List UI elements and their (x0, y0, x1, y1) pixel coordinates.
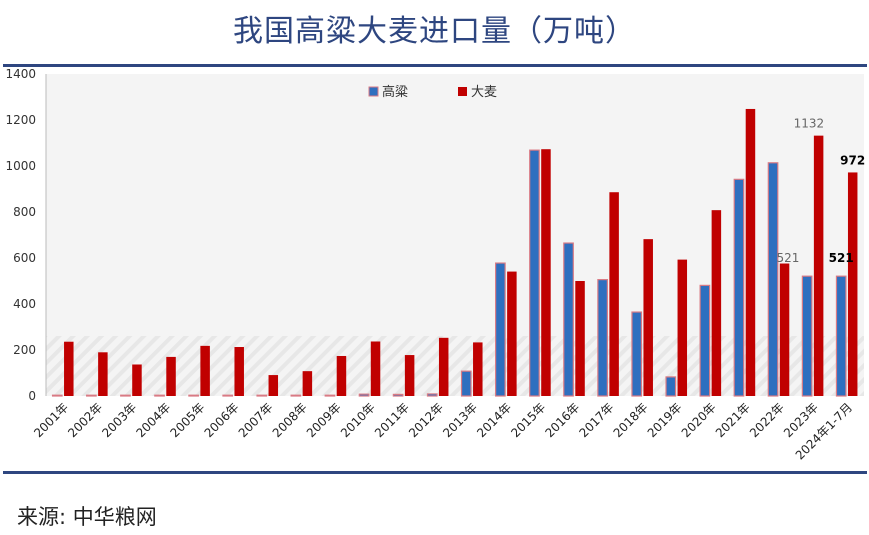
y-tick-label: 600 (13, 251, 36, 265)
bar-sorghum (460, 370, 472, 397)
bar-sorghum (699, 284, 711, 397)
bar-barley (643, 239, 653, 396)
x-tick-label: 2012年 (406, 400, 446, 440)
bar-barley (200, 345, 210, 396)
bar-barley (404, 355, 415, 396)
bar-sorghum (256, 394, 268, 397)
bar-barley (336, 355, 347, 396)
bar-barley (166, 356, 176, 396)
bar-barley (132, 364, 142, 396)
y-tick-label: 400 (13, 297, 36, 311)
bar-barley (779, 263, 790, 396)
y-tick-label: 1400 (5, 67, 36, 81)
legend-label-sorghum: 高粱 (382, 84, 408, 100)
x-tick-label: 2005年 (168, 400, 208, 440)
y-tick-label: 200 (13, 343, 36, 357)
x-tick-label: 2001年 (31, 400, 71, 440)
x-tick-label: 2014年 (474, 400, 514, 440)
bar-sorghum (563, 242, 574, 397)
bar-sorghum (767, 162, 779, 397)
x-tick-label: 2021年 (713, 400, 753, 440)
bar-sorghum (631, 311, 643, 397)
y-tick-label: 800 (13, 205, 36, 219)
bar-barley (609, 192, 619, 396)
legend-swatch-barley (458, 87, 467, 96)
bar-barley (98, 352, 108, 396)
bottom-border-line (3, 471, 867, 474)
bar-sorghum (801, 275, 813, 397)
bar-sorghum (154, 394, 165, 397)
x-tick-label: 2016年 (542, 400, 582, 440)
bar-barley (64, 341, 74, 396)
chart-container: 0 200 400 600 800 1000 1200 1400 2001年 2002年 2003… (3, 64, 867, 474)
y-tick-label: 0 (28, 389, 36, 403)
plot-shading-pattern (46, 336, 864, 396)
bar-sorghum (665, 376, 677, 397)
x-tick-label: 2006年 (202, 400, 242, 440)
x-tick-label: 2022年 (747, 400, 787, 440)
bar-barley (813, 135, 824, 396)
bar-sorghum (495, 262, 506, 397)
bar-barley (745, 108, 756, 397)
bar-sorghum (290, 394, 302, 397)
x-tick-label: 2015年 (508, 400, 548, 440)
x-tick-label: 2002年 (65, 400, 105, 440)
bar-barley (473, 342, 483, 396)
bar-sorghum (324, 394, 336, 397)
bar-barley (677, 259, 688, 396)
bar-sorghum (392, 393, 404, 397)
y-tick-label: 1200 (5, 113, 36, 127)
x-tick-label: 2004年 (133, 400, 173, 440)
data-label: 1132 (794, 117, 825, 131)
bar-sorghum (426, 393, 438, 397)
bar-chart: 0 200 400 600 800 1000 1200 1400 2001年2002年2003… (3, 64, 867, 474)
data-label: 972 (840, 153, 865, 167)
bar-sorghum (86, 394, 97, 397)
chart-legend: 高粱 大麦 (368, 84, 497, 100)
x-tick-label: 2013年 (440, 400, 480, 440)
page-title: 我国高粱大麦进口量（万吨） (233, 14, 636, 49)
bar-sorghum (120, 394, 131, 397)
bar-barley (575, 281, 585, 396)
top-border-line (3, 64, 867, 67)
bar-barley (711, 210, 722, 396)
bar-barley (370, 341, 381, 396)
bar-barley (302, 371, 313, 396)
bar-barley (268, 375, 279, 396)
source-note: 来源: 中华粮网 (17, 505, 157, 529)
bar-barley (438, 337, 449, 396)
bar-sorghum (188, 394, 199, 397)
x-tick-label: 2007年 (236, 400, 276, 440)
bar-barley (234, 347, 244, 396)
data-label: 521 (829, 251, 854, 265)
x-tick-label: 2020年 (679, 400, 719, 440)
bar-sorghum (529, 149, 540, 397)
bar-sorghum (597, 279, 608, 397)
data-label: 521 (776, 251, 799, 265)
x-tick-label: 2017年 (577, 400, 617, 440)
legend-label-barley: 大麦 (471, 85, 497, 100)
bar-sorghum (358, 393, 370, 397)
x-tick-label: 2010年 (338, 400, 378, 440)
bar-barley (541, 149, 551, 396)
x-tick-label: 2018年 (611, 400, 651, 440)
x-tick-label: 2003年 (99, 400, 139, 440)
legend-swatch-sorghum (368, 86, 379, 97)
bar-sorghum (222, 394, 234, 397)
x-tick-label: 2019年 (645, 400, 685, 440)
bar-sorghum (51, 394, 63, 397)
x-tick-label: 2011年 (372, 400, 412, 440)
bar-sorghum (835, 275, 847, 397)
bar-sorghum (733, 178, 745, 397)
x-tick-label: 2009年 (304, 400, 344, 440)
y-tick-label: 1000 (5, 159, 36, 173)
bar-barley (847, 172, 858, 396)
x-tick-label: 2008年 (270, 400, 310, 440)
bar-barley (507, 271, 517, 396)
